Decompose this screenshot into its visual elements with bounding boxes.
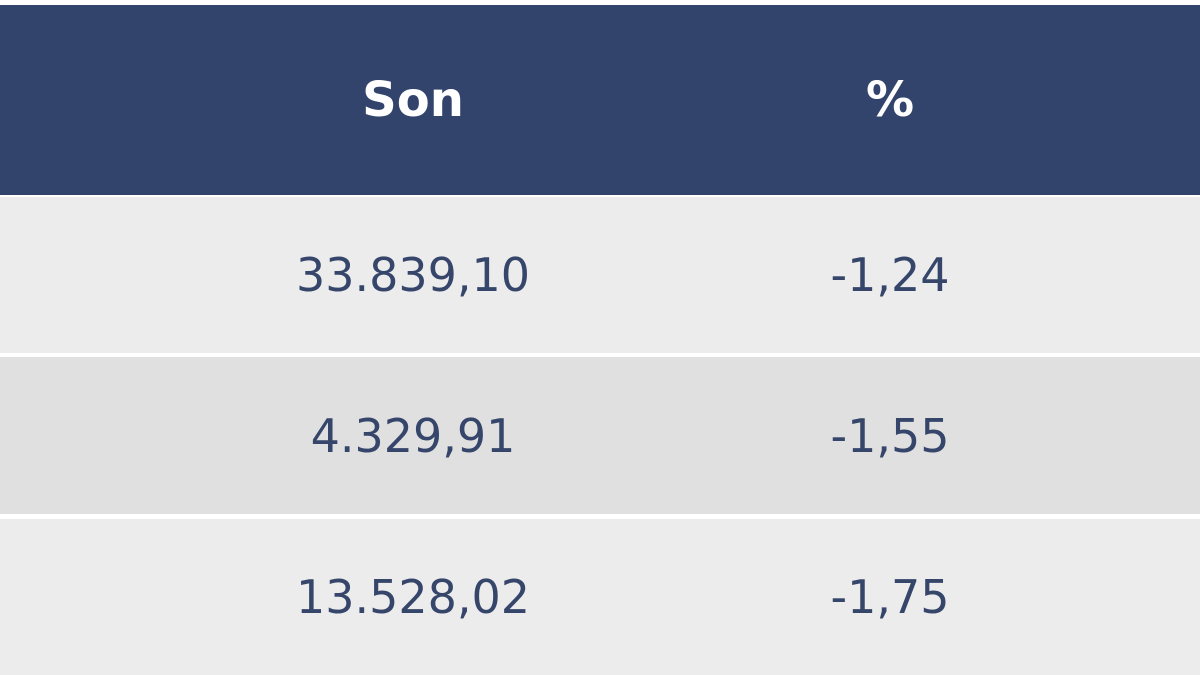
table-cell: 33.839,10 [295,248,531,302]
table-header: Son % [0,5,1200,195]
table-row: 33.839,10 -1,24 [0,197,1200,353]
table-row: 13.528,02 -1,75 [0,519,1200,675]
table-cell: -1,24 [830,248,950,302]
table-cell: 13.528,02 [295,570,531,624]
column-header: % [865,72,915,128]
column-header: Son [362,72,464,128]
table-cell: -1,55 [830,408,950,463]
table-cell: 4.329,91 [310,408,516,463]
table-row: 4.329,91 -1,55 [0,357,1200,514]
table-cell: -1,75 [830,570,950,624]
